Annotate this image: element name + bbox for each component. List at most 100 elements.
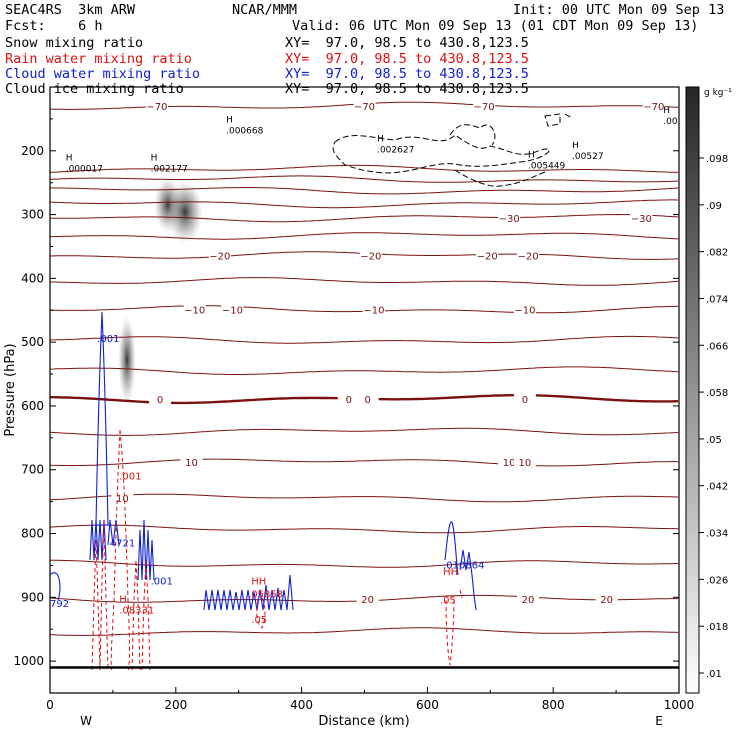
cloud-water-contour: [50, 572, 61, 601]
rain-label: HH: [443, 567, 458, 578]
y-tick-label: 900: [21, 590, 44, 604]
rain-label: .05: [251, 615, 267, 626]
maximum-marker: H: [377, 135, 384, 145]
colorbar-tick-label: .098: [706, 154, 728, 165]
rain-contour: [110, 429, 121, 671]
cloud-ice-contour: [449, 124, 496, 146]
temperature-label-bg: [111, 491, 134, 503]
maximum-value: .002627: [377, 146, 414, 156]
cloud-water-contour: [95, 311, 109, 526]
temperature-label: 0: [157, 395, 163, 406]
cloud-water-label: 792: [50, 599, 69, 610]
temperature-label: −10: [222, 306, 243, 317]
temperature-label-bg: [513, 456, 536, 468]
temperature-label: −20: [209, 251, 230, 262]
y-tick-label: 400: [21, 271, 44, 285]
colorbar-unit: g kg⁻¹: [704, 88, 732, 98]
cloud-water-contour: [107, 519, 120, 546]
maximum-marker: H: [66, 154, 73, 164]
temperature-label-bg: [513, 392, 536, 404]
temperature-label-bg: [356, 593, 379, 605]
x-axis-label: Distance (km): [318, 714, 409, 729]
cloud-ice-contour: [564, 113, 573, 119]
temperature-contour: [50, 164, 679, 173]
temperature-label: −10: [184, 306, 205, 317]
temperature-label-bg: [353, 100, 376, 112]
rain-contour: [445, 599, 455, 666]
colorbar-tick-label: .01: [706, 669, 722, 680]
temperature-label-bg: [476, 249, 499, 261]
temperature-label: 0: [522, 395, 528, 406]
maximum-marker: H: [528, 151, 535, 161]
maximum-value: .00100: [663, 117, 695, 127]
temperature-label-bg: [362, 303, 385, 315]
temperature-label-bg: [356, 392, 379, 404]
rain-label: .05858: [248, 589, 283, 600]
cloud-water-contour: [459, 549, 477, 611]
ground-line: [50, 666, 679, 669]
y-tick-label: 1000: [13, 654, 44, 668]
temperature-label: 20: [600, 595, 613, 606]
forecast-hour: Fcst: 6 h: [5, 18, 103, 34]
cloud-ice-contour: [544, 113, 561, 127]
colorbar-tick-label: .018: [706, 622, 728, 633]
temperature-contour: [50, 524, 679, 534]
legend-rain-name: Rain water mixing ratio: [5, 51, 192, 67]
colorbar-tick-label: .026: [706, 575, 728, 586]
temperature-label-bg: [513, 303, 536, 315]
cloud-water-label: .010864: [443, 561, 484, 572]
temperature-label-bg: [221, 303, 244, 315]
rain-contour: [99, 519, 109, 671]
legend-cloud-ice-name: Cloud ice mixing ratio: [5, 81, 184, 97]
colorbar-tick-label: .034: [706, 529, 728, 540]
cloud-ice-contour: [332, 134, 550, 174]
temperature-label-bg: [149, 392, 172, 404]
west-label: W: [80, 714, 92, 728]
rain-label: .08331: [119, 605, 154, 616]
rain-label: .05: [440, 596, 456, 607]
legend-cloud-water-xy: XY= 97.0, 98.5 to 430.8,123.5: [285, 66, 529, 82]
organization: NCAR/MMM: [232, 2, 298, 18]
temperature-label-bg: [208, 249, 231, 261]
temperature-label-bg: [337, 392, 360, 404]
temperature-label: −70: [354, 102, 375, 113]
temperature-contour: [50, 213, 679, 223]
rain-label: H: [119, 594, 127, 605]
temperature-contour: [50, 335, 679, 344]
maximum-value: .00527: [572, 152, 604, 162]
y-axis-label: Pressure (hPa): [3, 343, 18, 436]
colorbar-tick-label: .09: [706, 201, 722, 212]
rain-contour: [256, 597, 266, 629]
x-tick-label: 0: [46, 698, 54, 712]
temperature-label: 20: [522, 595, 535, 606]
temperature-contour: [50, 187, 679, 195]
temperature-label: 0: [346, 395, 352, 406]
cloud-ice-contour: [454, 169, 546, 187]
cloud-water-label: .001: [151, 577, 173, 588]
x-tick-label: 1000: [664, 698, 695, 712]
temperature-label: −20: [477, 251, 498, 262]
maximum-value: .000668: [226, 126, 263, 136]
snow-shading-upper-2: [167, 180, 203, 244]
maximum-value: .005449: [528, 162, 565, 172]
colorbar-tick-label: .058: [706, 388, 728, 399]
maximum-marker: H: [151, 154, 158, 164]
x-tick-label: 800: [542, 698, 565, 712]
rain-contour: [91, 539, 101, 671]
legend-snow-xy: XY= 97.0, 98.5 to 430.8,123.5: [285, 35, 529, 51]
y-tick-label: 200: [21, 144, 44, 158]
east-label: E: [655, 714, 663, 728]
y-tick-label: 700: [21, 463, 44, 477]
cloud-water-contour: [203, 574, 294, 611]
temperature-label-bg: [473, 100, 496, 112]
temperature-label-bg: [595, 593, 618, 605]
maximum-marker: H: [572, 141, 579, 151]
temperature-label: −10: [363, 306, 384, 317]
temperature-contour: [50, 458, 678, 467]
temperature-label: 0: [364, 395, 370, 406]
colorbar-tick-label: .074: [706, 294, 728, 305]
model-name: SEAC4RS 3km ARW: [5, 2, 136, 18]
rain-label: HH: [251, 577, 266, 588]
cloud-water-contour: [89, 519, 107, 561]
